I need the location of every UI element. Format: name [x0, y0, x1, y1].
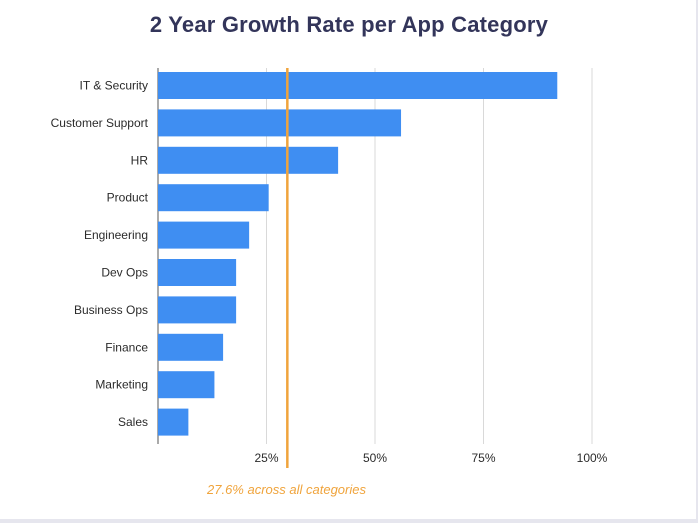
x-tick-label: 50%: [363, 451, 387, 465]
bar: [158, 371, 215, 399]
category-label: Finance: [105, 340, 148, 354]
bar: [158, 221, 250, 249]
bar: [158, 333, 224, 361]
category-label: Engineering: [84, 228, 148, 242]
category-label: IT & Security: [80, 79, 148, 93]
bar: [158, 259, 237, 286]
category-label: HR: [131, 153, 149, 167]
category-label: Sales: [118, 415, 148, 429]
bar: [158, 72, 558, 99]
category-label: Dev Ops: [101, 266, 148, 280]
x-tick-label: 25%: [254, 451, 278, 465]
category-label: Business Ops: [74, 303, 148, 317]
reference-line-label: 27.6% across all categories: [206, 482, 366, 497]
category-label: Customer Support: [51, 116, 149, 130]
bar: [158, 296, 237, 324]
reference-line-group: 27.6% across all categories: [206, 68, 366, 497]
x-tick-label: 100%: [577, 451, 608, 465]
bar: [158, 184, 269, 212]
bar: [158, 408, 189, 436]
chart-title: 2 Year Growth Rate per App Category: [149, 12, 549, 37]
labels: 25% 50% 75% 100% IT & Security Customer Suppo…: [51, 79, 608, 466]
category-label: Product: [107, 191, 149, 205]
bars: [158, 72, 558, 436]
bar: [158, 146, 339, 174]
x-tick-label: 75%: [471, 451, 495, 465]
bar: [158, 109, 402, 137]
category-label: Marketing: [95, 378, 148, 392]
